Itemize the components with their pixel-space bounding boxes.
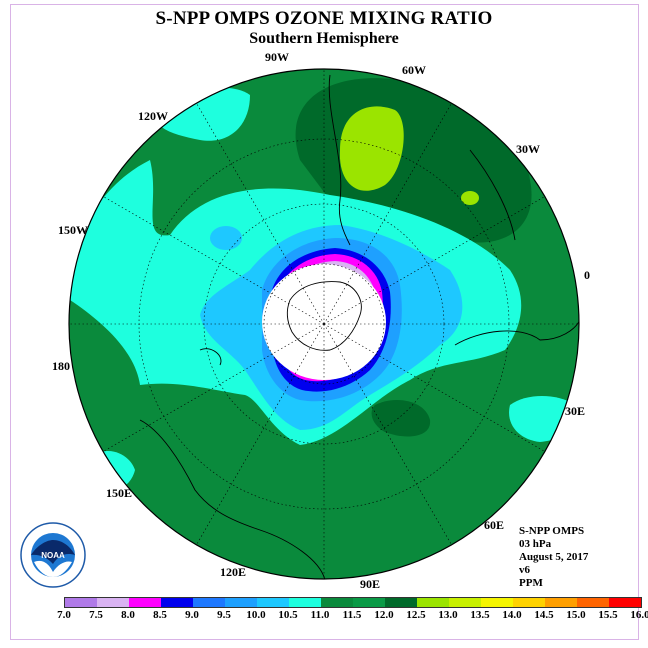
colorbar-segment <box>161 598 193 607</box>
colorbar-tick-label: 10.0 <box>246 609 266 621</box>
colorbar-segment <box>609 598 641 607</box>
colorbar-tick-label: 12.5 <box>406 609 426 621</box>
pole-no-data <box>262 264 386 380</box>
colorbar-tick-label: 7.5 <box>89 609 103 621</box>
noaa-logo-text: NOAA <box>41 551 65 560</box>
colorbar-segment <box>129 598 161 607</box>
colorbar-tick-label: 14.0 <box>502 609 522 621</box>
new-zealand-coastline <box>199 348 222 366</box>
lime-spot <box>461 191 479 205</box>
colorbar-tick-label: 9.5 <box>217 609 231 621</box>
lon-label-60w: 60W <box>402 63 426 77</box>
lime-region <box>339 106 404 191</box>
colorbar-segment <box>513 598 545 607</box>
lon-label-0: 0 <box>584 268 590 282</box>
colorbar-segment <box>545 598 577 607</box>
colorbar-tick-label: 15.5 <box>598 609 618 621</box>
map-subtitle: Southern Hemisphere <box>249 30 399 47</box>
info-date: August 5, 2017 <box>519 551 589 563</box>
colorbar-tick-label: 8.5 <box>153 609 167 621</box>
colorbar-tick-label: 9.0 <box>185 609 199 621</box>
south-america-coastline <box>328 74 351 246</box>
map-title: S-NPP OMPS OZONE MIXING RATIO <box>155 8 493 29</box>
colorbar-tick-label: 13.0 <box>438 609 458 621</box>
info-block: S-NPP OMPS 03 hPa August 5, 2017 v6 PPM <box>519 525 588 590</box>
lon-label-30w: 30W <box>516 142 540 156</box>
light-blue-spot <box>210 226 242 250</box>
colorbar-tick-label: 8.0 <box>121 609 135 621</box>
colorbar-segment <box>577 598 609 607</box>
info-instrument: S-NPP OMPS <box>519 525 585 537</box>
colorbar-tick-label: 15.0 <box>566 609 586 621</box>
colorbar <box>64 597 642 608</box>
antarctica-coastline <box>286 281 362 351</box>
colorbar-tick-label: 16.0 <box>630 609 648 621</box>
colorbar-tick-label: 14.5 <box>534 609 554 621</box>
colorbar-segment <box>65 598 97 607</box>
lon-label-180: 180 <box>52 359 70 373</box>
colorbar-segment <box>417 598 449 607</box>
africa-south-coastline <box>454 319 579 346</box>
colorbar-tick-label: 13.5 <box>470 609 490 621</box>
colorbar-tick-label: 7.0 <box>57 609 71 621</box>
africa-coastline <box>469 149 516 241</box>
lon-label-90w: 90W <box>265 50 289 64</box>
lon-label-90e: 90E <box>360 577 381 591</box>
dark-green-patch <box>371 400 431 437</box>
lon-label-60e: 60E <box>484 518 505 532</box>
colorbar-segment <box>353 598 385 607</box>
info-version: v6 <box>519 564 530 576</box>
info-units: PPM <box>519 577 543 589</box>
colorbar-segment <box>193 598 225 607</box>
colorbar-segment <box>481 598 513 607</box>
lon-label-120e: 120E <box>220 565 247 579</box>
noaa-logo-icon: NOAA <box>20 522 86 588</box>
lon-label-150w: 150W <box>58 223 88 237</box>
colorbar-tick-label: 12.0 <box>374 609 394 621</box>
colorbar-segment <box>449 598 481 607</box>
colorbar-segment <box>289 598 321 607</box>
info-level: 03 hPa <box>519 538 552 550</box>
lon-label-150e: 150E <box>106 486 133 500</box>
colorbar-segment <box>97 598 129 607</box>
colorbar-segment <box>225 598 257 607</box>
colorbar-segment <box>257 598 289 607</box>
colorbar-tick-label: 11.0 <box>310 609 330 621</box>
colorbar-segment <box>385 598 417 607</box>
colorbar-segment <box>321 598 353 607</box>
frame <box>10 4 639 640</box>
colorbar-tick-label: 10.5 <box>278 609 298 621</box>
lon-label-120w: 120W <box>138 109 168 123</box>
australia-coastline <box>139 419 326 579</box>
hemisphere-outline <box>68 68 580 580</box>
colorbar-tick-label: 11.5 <box>342 609 362 621</box>
lon-label-30e: 30E <box>565 404 586 418</box>
